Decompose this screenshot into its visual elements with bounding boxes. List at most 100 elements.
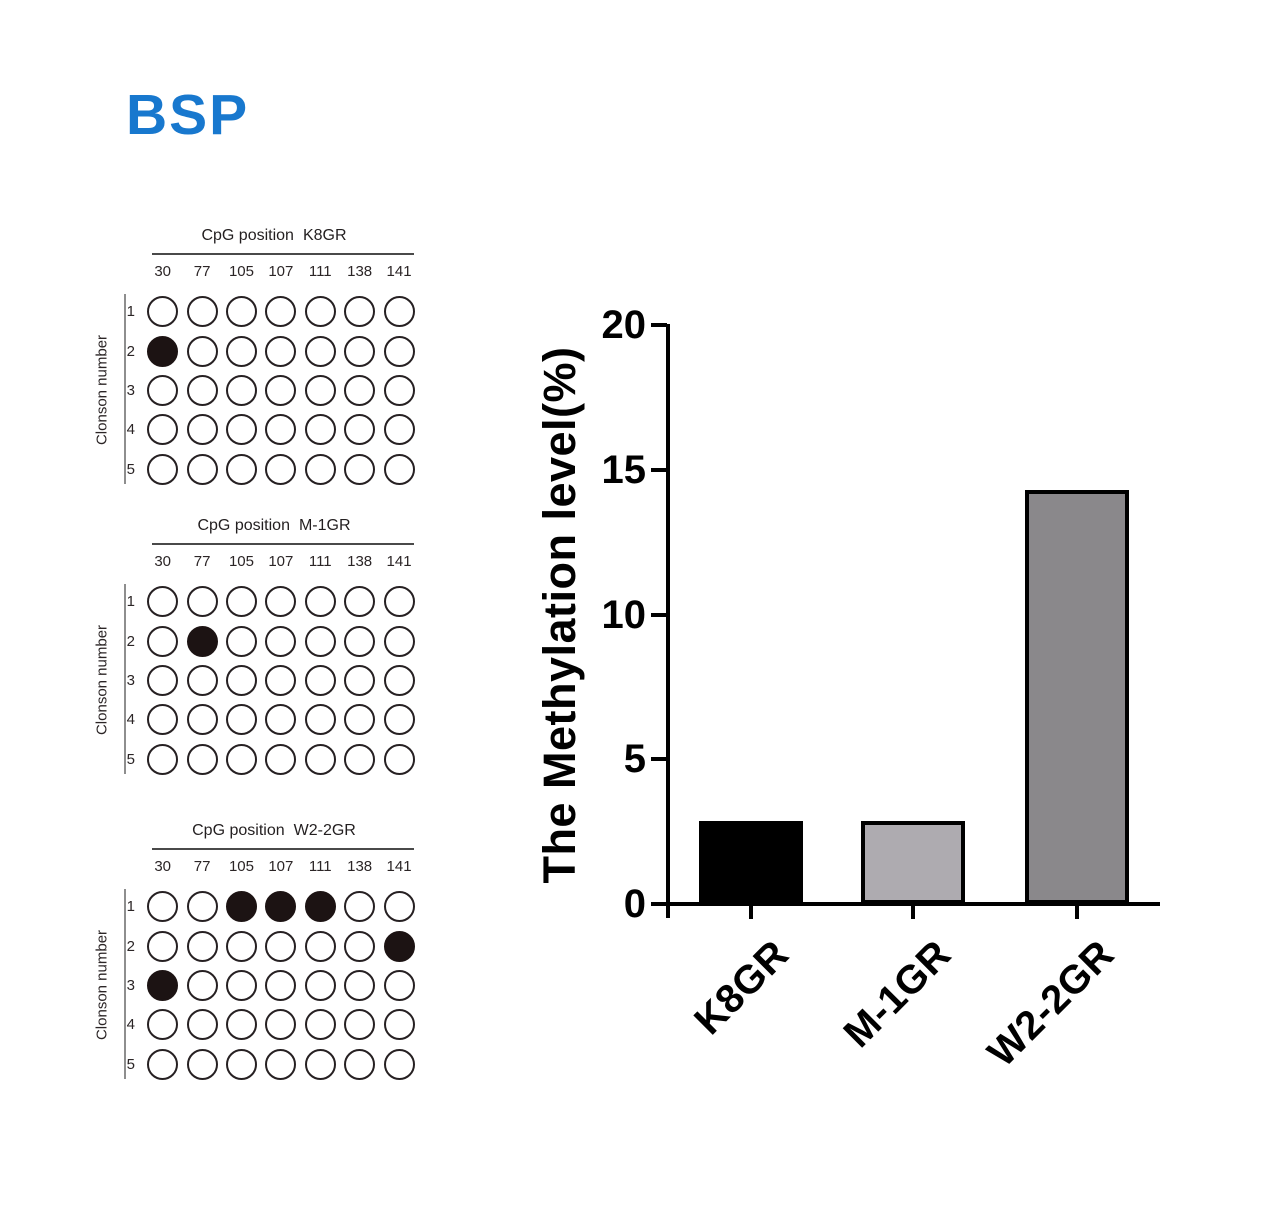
clone-number-label: 3	[126, 976, 135, 994]
unmethylated-circle	[383, 335, 415, 367]
unmethylated-circle	[304, 1009, 336, 1041]
methylated-circle	[186, 625, 218, 657]
dot-cell	[222, 371, 261, 410]
unmethylated-circle	[265, 704, 297, 736]
dot-cell	[340, 740, 379, 779]
dot-cell	[261, 740, 300, 779]
unmethylated-circle	[225, 704, 257, 736]
x-category-label: K8GR	[685, 932, 798, 1044]
panel-title: CpG position W2-2GR	[143, 821, 405, 841]
dot-cell	[261, 331, 300, 370]
dot-cell	[143, 740, 182, 779]
dot-row: 5	[88, 1045, 419, 1084]
clone-number-label: 2	[126, 937, 135, 955]
clone-number-label: 1	[126, 898, 135, 916]
dot-cell	[301, 966, 340, 1005]
dot-cell	[301, 621, 340, 660]
cpg-position-label: 30	[154, 553, 172, 570]
dot-row: 4	[88, 700, 419, 739]
dot-cell	[222, 582, 261, 621]
dot-cell	[222, 700, 261, 739]
unmethylated-circle	[225, 625, 257, 657]
clone-number-label: 1	[126, 303, 135, 321]
dot-cell	[222, 331, 261, 370]
panel-title-underline	[152, 848, 414, 850]
dot-cell	[222, 887, 261, 926]
unmethylated-circle	[383, 625, 415, 657]
dot-cell	[340, 331, 379, 370]
dot-cell	[301, 1005, 340, 1044]
cpg-panel-M-1GR: CpG position M-1GR 30 77 105 107 111 138 141 Clon…	[88, 516, 433, 782]
dot-cell	[143, 700, 182, 739]
dot-cell	[379, 700, 418, 739]
dot-cell	[379, 621, 418, 660]
dot-cell	[340, 966, 379, 1005]
dot-cell	[182, 410, 221, 449]
unmethylated-circle	[147, 374, 179, 406]
dot-cell	[143, 926, 182, 965]
dot-cell	[143, 450, 182, 489]
dot-cell	[182, 661, 221, 700]
panel-title: CpG position M-1GR	[143, 516, 405, 536]
unmethylated-circle	[344, 1009, 376, 1041]
clone-number-label: 5	[126, 1055, 135, 1073]
dot-cell	[222, 926, 261, 965]
dot-cell	[301, 582, 340, 621]
cpg-position-label: 107	[268, 263, 294, 280]
unmethylated-circle	[304, 625, 336, 657]
unmethylated-circle	[186, 930, 218, 962]
clone-axis-line	[124, 294, 126, 484]
dot-cell	[340, 887, 379, 926]
cpg-position-label: 111	[308, 553, 332, 570]
dot-cell	[222, 410, 261, 449]
y-tick	[651, 612, 667, 617]
cpg-position-label: 105	[228, 553, 254, 570]
cpg-position-label: 30	[154, 858, 172, 875]
unmethylated-circle	[304, 414, 336, 446]
unmethylated-circle	[265, 414, 297, 446]
unmethylated-circle	[225, 743, 257, 775]
unmethylated-circle	[383, 414, 415, 446]
unmethylated-circle	[186, 335, 218, 367]
unmethylated-circle	[147, 453, 179, 485]
dot-cell	[182, 1045, 221, 1084]
unmethylated-circle	[225, 1048, 257, 1080]
dot-cell	[182, 887, 221, 926]
dot-cell	[261, 450, 300, 489]
dot-row: 1	[88, 582, 419, 621]
dot-row: 4	[88, 1005, 419, 1044]
dot-cell	[182, 700, 221, 739]
x-tick	[749, 906, 753, 919]
unmethylated-circle	[344, 296, 376, 328]
unmethylated-circle	[344, 664, 376, 696]
unmethylated-circle	[265, 664, 297, 696]
dot-cell	[182, 740, 221, 779]
dot-cell	[340, 661, 379, 700]
dot-row: 4	[88, 410, 419, 449]
dot-cell	[261, 1045, 300, 1084]
bar-M-1GR	[861, 821, 965, 904]
unmethylated-circle	[344, 1048, 376, 1080]
unmethylated-circle	[147, 664, 179, 696]
unmethylated-circle	[147, 625, 179, 657]
unmethylated-circle	[147, 1009, 179, 1041]
dot-cell	[379, 450, 418, 489]
dot-cell	[261, 621, 300, 660]
unmethylated-circle	[225, 414, 257, 446]
methylated-circle	[383, 930, 415, 962]
unmethylated-circle	[383, 1048, 415, 1080]
cpg-position-label: 111	[308, 263, 332, 280]
clone-number-label: 5	[126, 750, 135, 768]
x-category-label: M-1GR	[835, 932, 960, 1057]
unmethylated-circle	[304, 335, 336, 367]
unmethylated-circle	[383, 704, 415, 736]
unmethylated-circle	[186, 1009, 218, 1041]
dot-row: 2	[88, 926, 419, 965]
cpg-position-headers: 30 77 105 107 111 138 141	[143, 552, 419, 572]
dot-cell	[143, 410, 182, 449]
dot-row: 2	[88, 331, 419, 370]
methylated-circle	[304, 891, 336, 923]
cpg-position-label: 105	[228, 858, 254, 875]
dot-cell	[143, 887, 182, 926]
